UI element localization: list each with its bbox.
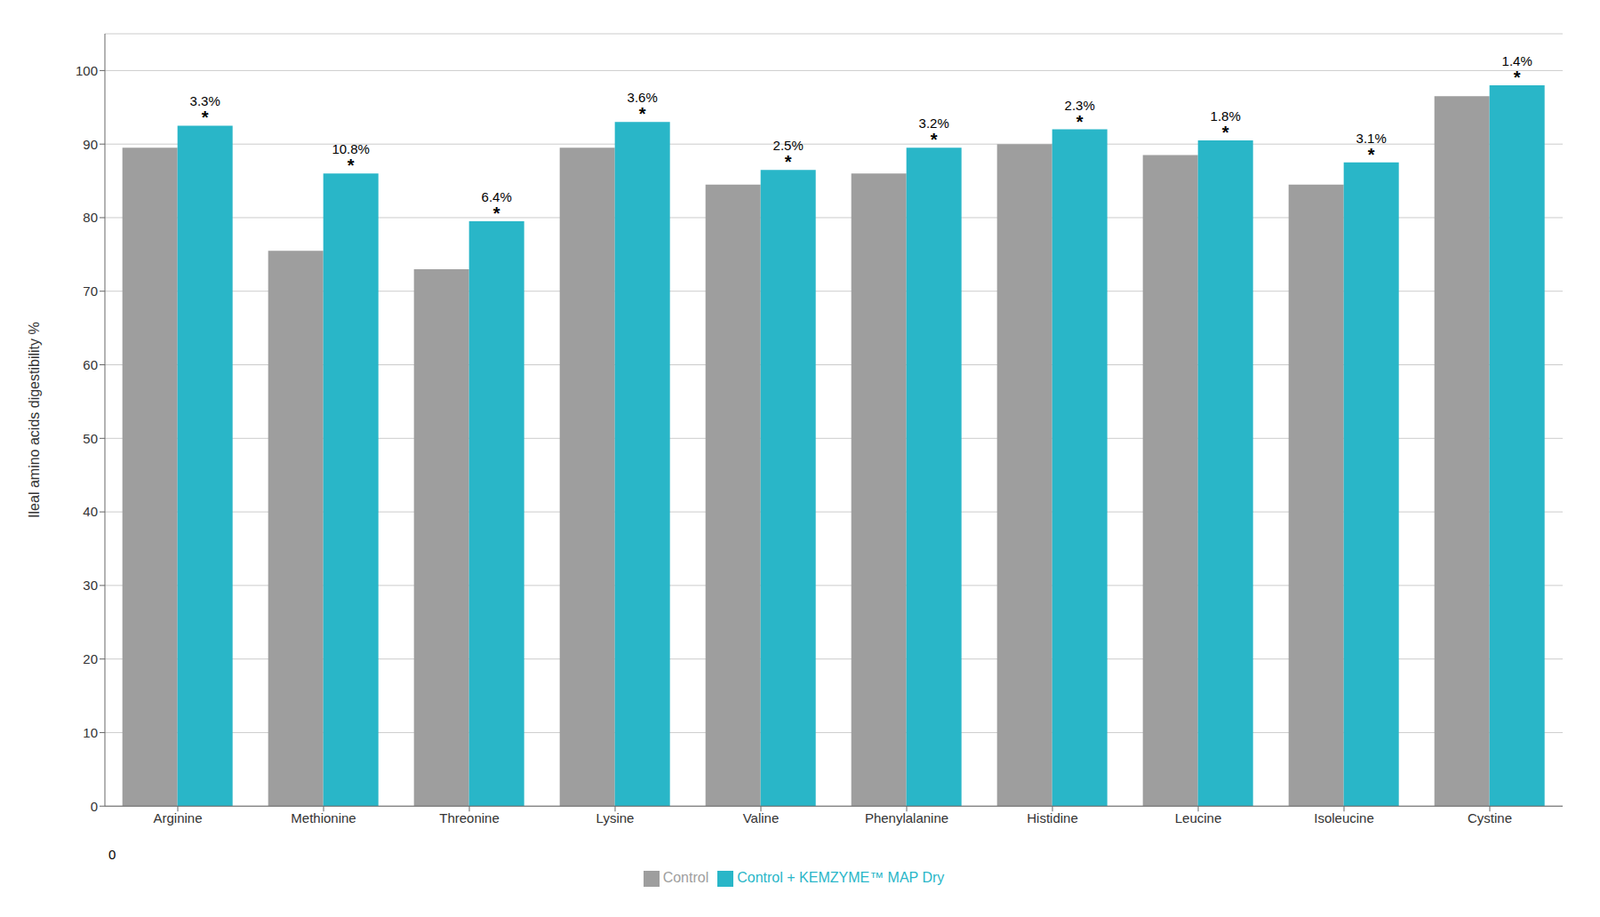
svg-text:*: * [1076, 112, 1084, 132]
svg-text:Leucine: Leucine [1175, 810, 1223, 826]
svg-text:Histidine: Histidine [1026, 810, 1079, 826]
svg-text:*: * [1368, 144, 1376, 165]
svg-text:1.4%: 1.4% [1502, 53, 1533, 69]
svg-text:Cystine: Cystine [1467, 810, 1512, 826]
svg-text:0: 0 [108, 847, 116, 863]
svg-text:*: * [639, 104, 647, 124]
html-text:Control + KEMZYME™ MAP Dry: Control + KEMZYME™ MAP Dry [737, 870, 945, 886]
svg-text:50: 50 [82, 431, 98, 447]
svg-text:Arginine: Arginine [152, 810, 202, 826]
svg-text:Valine: Valine [743, 810, 780, 826]
svg-text:*: * [1222, 122, 1230, 143]
svg-text:30: 30 [82, 577, 98, 593]
svg-text:90: 90 [82, 136, 98, 152]
svg-text:*: * [347, 155, 355, 176]
svg-text:Ileal amino acids digestibilit: Ileal amino acids digestibility % [26, 321, 42, 519]
svg-text:*: * [784, 152, 792, 172]
svg-text:10.8%: 10.8% [331, 141, 370, 157]
svg-text:*: * [493, 203, 501, 224]
svg-text:70: 70 [82, 283, 98, 299]
svg-text:1.8%: 1.8% [1210, 108, 1241, 124]
svg-text:Isoleucine: Isoleucine [1313, 810, 1375, 826]
html-text:Control: Control [662, 870, 709, 886]
svg-text:Methionine: Methionine [290, 810, 356, 826]
svg-text:0: 0 [90, 799, 98, 815]
svg-text:Lysine: Lysine [596, 810, 635, 826]
svg-text:*: * [1513, 67, 1521, 88]
svg-text:80: 80 [82, 209, 98, 225]
svg-text:Threonine: Threonine [439, 810, 500, 826]
svg-text:3.1%: 3.1% [1356, 130, 1387, 146]
svg-text:3.3%: 3.3% [190, 93, 221, 109]
svg-text:6.4%: 6.4% [481, 189, 512, 205]
svg-text:Phenylalanine: Phenylalanine [864, 810, 949, 826]
svg-text:3.6%: 3.6% [627, 89, 658, 105]
svg-text:2.5%: 2.5% [773, 137, 804, 153]
svg-text:20: 20 [82, 651, 98, 667]
svg-text:2.3%: 2.3% [1064, 97, 1096, 113]
svg-text:*: * [201, 107, 209, 128]
svg-text:3.2%: 3.2% [919, 115, 950, 131]
svg-text:60: 60 [82, 357, 98, 373]
svg-text:40: 40 [82, 504, 98, 520]
svg-text:*: * [930, 129, 938, 150]
svg-text:10: 10 [82, 725, 98, 741]
svg-text:100: 100 [75, 63, 98, 79]
